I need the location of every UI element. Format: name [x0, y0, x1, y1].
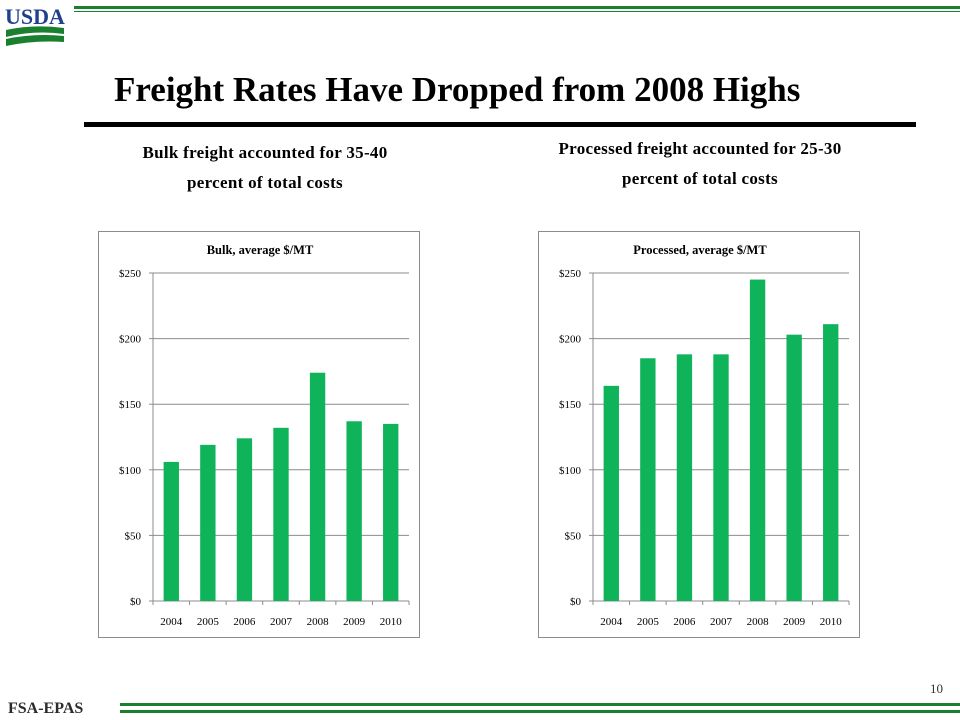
bar-2006 [676, 354, 693, 601]
x-tick-label: 2004 [600, 616, 623, 628]
footer-rule-2 [120, 710, 960, 713]
usda-logo-text: USDA [5, 4, 65, 29]
subtitle-left: Bulk freight accounted for 35-40 percent… [80, 138, 450, 198]
bar-2005 [640, 358, 656, 601]
bar-2009 [346, 421, 362, 601]
y-tick-label: $100 [119, 465, 142, 477]
x-tick-label: 2005 [197, 616, 220, 628]
x-tick-label: 2006 [233, 616, 256, 628]
bar-2008 [749, 279, 766, 601]
title-underline [84, 122, 916, 127]
x-tick-label: 2010 [820, 616, 843, 628]
footer-label: FSA-EPAS [8, 700, 84, 717]
header-rule-thin [74, 11, 960, 12]
y-tick-label: $250 [119, 268, 142, 280]
bar-2008 [309, 372, 326, 601]
header-rule [74, 6, 960, 9]
bar-2007 [713, 354, 729, 601]
subtitle-right-line2: percent of total costs [622, 169, 778, 188]
chart-title: Bulk, average $/MT [207, 243, 314, 257]
bar-2010 [823, 324, 839, 601]
chart-title: Processed, average $/MT [633, 243, 767, 257]
y-tick-label: $100 [559, 465, 582, 477]
bulk-chart: Bulk, average $/MT $0 $50 $100 $150 $200 $250 2… [98, 231, 420, 638]
y-tick-label: $200 [559, 334, 582, 346]
x-tick-label: 2005 [637, 616, 660, 628]
y-tick-label: $50 [125, 530, 142, 542]
y-tick-label: $200 [119, 334, 142, 346]
page-number: 10 [930, 681, 943, 696]
processed-chart-svg: Processed, average $/MT $0 $50 $100 $150 $200… [559, 243, 850, 628]
bar-2004 [163, 461, 179, 601]
bar-2010 [383, 423, 399, 601]
usda-logo: USDA [4, 4, 66, 48]
x-tick-label: 2007 [270, 616, 293, 628]
x-tick-label: 2010 [380, 616, 403, 628]
footer-rule [120, 703, 960, 706]
bulk-chart-svg: Bulk, average $/MT $0 $50 $100 $150 $200 $250 2… [119, 243, 410, 628]
bar-2006 [236, 438, 253, 601]
x-tick-label: 2008 [307, 616, 330, 628]
y-tick-label: $150 [119, 399, 142, 411]
subtitle-right-line1: Processed freight accounted for 25-30 [558, 139, 842, 158]
subtitle-left-line2: percent of total costs [187, 173, 343, 192]
bar-2004 [603, 385, 619, 601]
x-tick-label: 2009 [783, 616, 806, 628]
y-tick-label: $0 [570, 596, 582, 608]
x-tick-label: 2009 [343, 616, 366, 628]
bar-2005 [200, 444, 216, 601]
y-tick-label: $250 [559, 268, 582, 280]
x-tick-label: 2007 [710, 616, 733, 628]
x-tick-label: 2008 [747, 616, 770, 628]
y-tick-label: $150 [559, 399, 582, 411]
processed-chart: Processed, average $/MT $0 $50 $100 $150 $200… [538, 231, 860, 638]
bar-2007 [273, 427, 289, 601]
bar-2009 [786, 334, 802, 601]
subtitle-right: Processed freight accounted for 25-30 pe… [510, 134, 890, 194]
y-tick-label: $0 [130, 596, 142, 608]
x-tick-label: 2006 [673, 616, 696, 628]
y-tick-label: $50 [565, 530, 582, 542]
page-title: Freight Rates Have Dropped from 2008 Hig… [114, 70, 801, 109]
x-tick-label: 2004 [160, 616, 183, 628]
subtitle-left-line1: Bulk freight accounted for 35-40 [142, 143, 388, 162]
